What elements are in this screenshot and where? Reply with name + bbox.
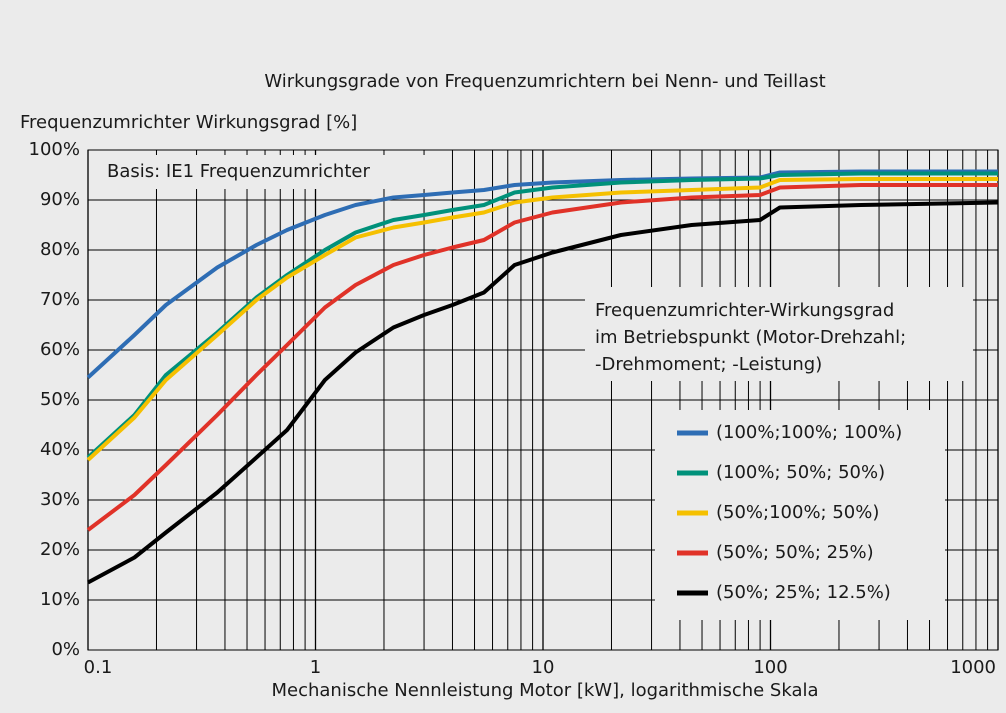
y-tick-label: 60% bbox=[40, 339, 80, 360]
legend-title: Frequenzumrichter-Wirkungsgrad bbox=[595, 300, 894, 321]
legend-title-box bbox=[585, 287, 973, 381]
legend-title: -Drehmoment; -Leistung) bbox=[595, 354, 822, 375]
x-tick-label: 1 bbox=[310, 657, 321, 678]
legend-label: (50%; 50%; 25%) bbox=[716, 542, 874, 563]
legend-label: (100%; 50%; 50%) bbox=[716, 462, 885, 483]
y-tick-label: 10% bbox=[40, 589, 80, 610]
legend-label: (50%; 25%; 12.5%) bbox=[716, 582, 891, 603]
chart-title: Wirkungsgrade von Frequenzumrichtern bei… bbox=[264, 71, 825, 92]
series-line bbox=[86, 183, 998, 532]
annotation: Basis: IE1 Frequenzumrichter bbox=[107, 161, 370, 182]
x-axis-label: Mechanische Nennleistung Motor [kW], log… bbox=[271, 680, 818, 701]
y-tick-label: 90% bbox=[40, 189, 80, 210]
y-tick-label: 30% bbox=[40, 489, 80, 510]
series-line bbox=[86, 177, 998, 462]
x-tick-label: 0.1 bbox=[84, 657, 113, 678]
x-tick-label: 1000 bbox=[950, 657, 996, 678]
y-tick-label: 40% bbox=[40, 439, 80, 460]
y-tick-label: 0% bbox=[51, 639, 80, 660]
series-line bbox=[87, 200, 999, 585]
annotation-box bbox=[96, 155, 426, 189]
legend-label: (100%;100%; 100%) bbox=[716, 422, 902, 443]
legend-label: (50%;100%; 50%) bbox=[716, 502, 879, 523]
y-tick-label: 20% bbox=[40, 539, 80, 560]
x-tick-label: 10 bbox=[532, 657, 555, 678]
legend-title: im Betriebspunkt (Motor-Drehzahl; bbox=[595, 327, 906, 348]
y-tick-label: 70% bbox=[40, 289, 80, 310]
y-tick-label: 80% bbox=[40, 239, 80, 260]
plot-frame bbox=[87, 149, 999, 651]
y-tick-label: 50% bbox=[40, 389, 80, 410]
y-axis-label: Frequenzumrichter Wirkungsgrad [%] bbox=[20, 112, 357, 133]
x-tick-label: 100 bbox=[753, 657, 787, 678]
y-tick-label: 100% bbox=[29, 139, 80, 160]
